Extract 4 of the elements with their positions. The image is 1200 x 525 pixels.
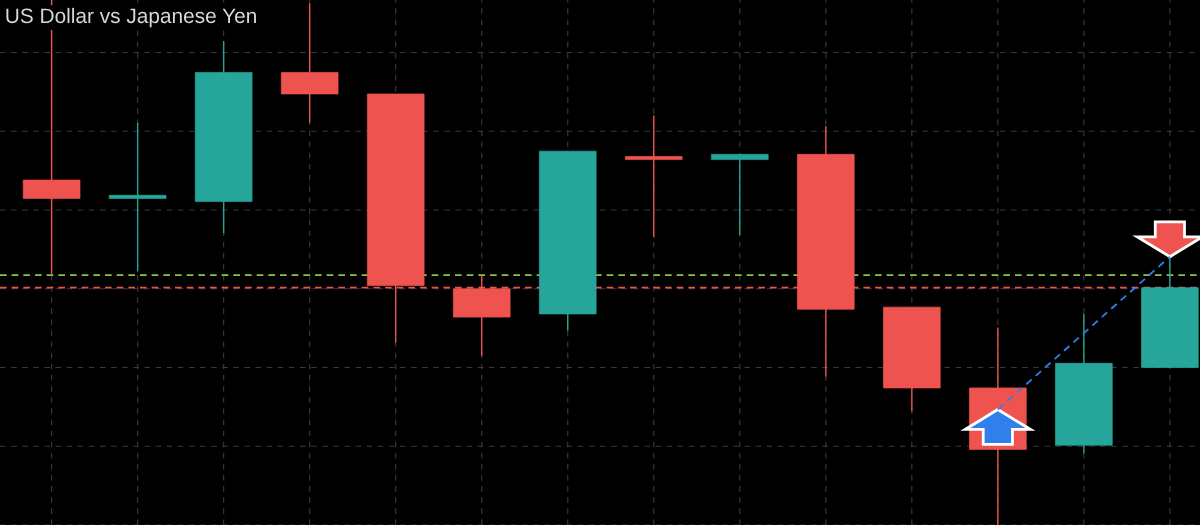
chart-title: US Dollar vs Japanese Yen: [6, 7, 256, 28]
candlestick: [711, 153, 769, 236]
candlestick: [108, 122, 167, 273]
candlestick: [625, 114, 683, 238]
